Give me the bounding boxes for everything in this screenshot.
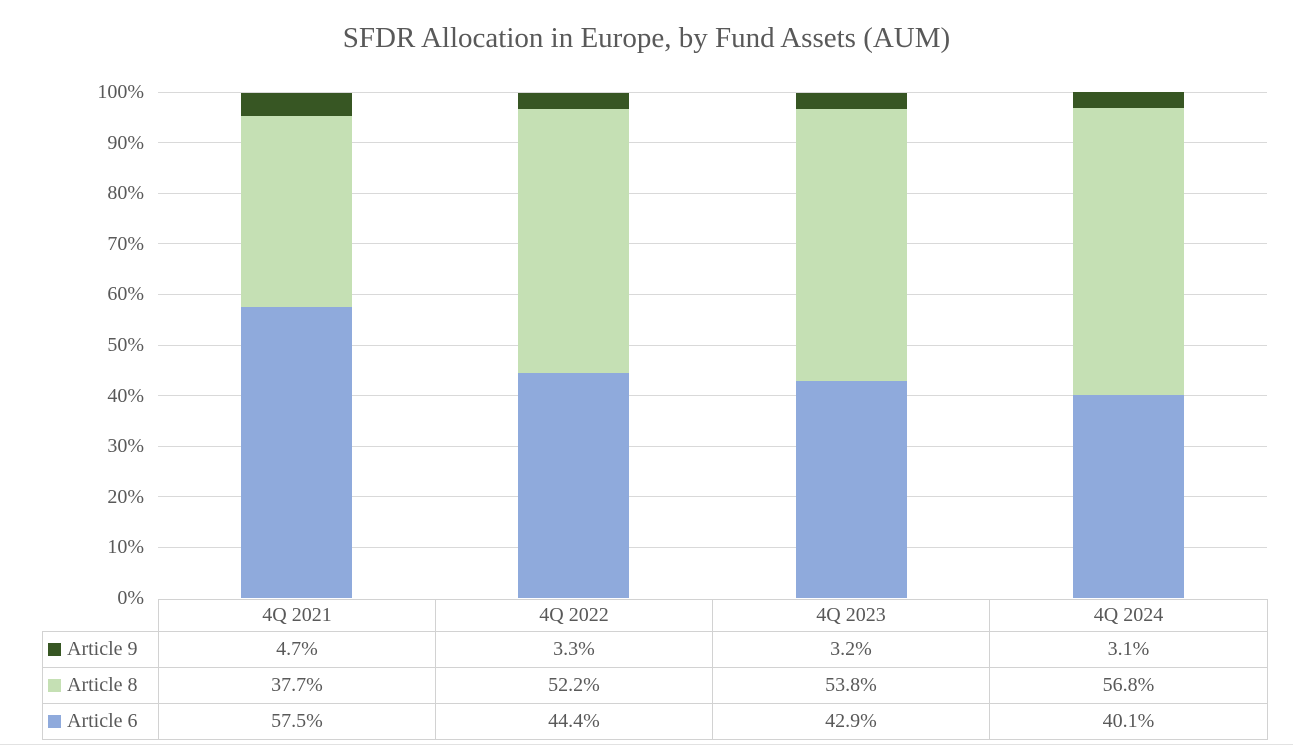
bar-segment-article-6 (241, 307, 353, 598)
y-axis-tick-label: 100% (97, 81, 144, 103)
y-axis-tick-label: 70% (107, 232, 144, 255)
bar-segment-article-8 (241, 116, 353, 308)
table-header-cell: 4Q 2022 (435, 599, 713, 632)
bar-segment-article-8 (795, 108, 907, 381)
table-value-cell: 42.9% (712, 703, 990, 740)
bar-segment-article-8 (1072, 107, 1184, 396)
table-row-article-8: Article 8 37.7% 52.2% 53.8% 56.8% (42, 667, 1268, 704)
y-axis: 0% 10% 20% 30% 40% 50% 60% 70% 80% 90% 100% (0, 82, 144, 608)
bar-segment-article-6 (1072, 395, 1184, 598)
legend-label: Article 9 (67, 638, 138, 660)
gridline (158, 192, 1267, 194)
gridline (158, 445, 1267, 447)
table-value-cell: 40.1% (989, 703, 1268, 740)
legend-swatch-article-6 (48, 715, 61, 728)
table-value-cell: 44.4% (435, 703, 713, 740)
y-axis-tick-label: 90% (107, 131, 144, 154)
gridline (158, 395, 1267, 397)
legend-cell: Article 8 (42, 667, 159, 704)
legend-swatch-article-8 (48, 679, 61, 692)
gridline (158, 91, 1267, 93)
chart-title: SFDR Allocation in Europe, by Fund Asset… (342, 22, 951, 54)
table-value-cell: 37.7% (158, 667, 436, 704)
table-value-cell: 3.1% (989, 631, 1268, 668)
bar-segment-article-9 (795, 92, 907, 109)
bar-segment-article-9 (518, 92, 630, 110)
table-header-cell: 4Q 2021 (158, 599, 436, 632)
legend-cell: Article 6 (42, 703, 159, 740)
y-axis-tick-label: 10% (107, 536, 144, 559)
table-header-cell: 4Q 2023 (712, 599, 990, 632)
y-axis-tick-label: 60% (107, 283, 144, 306)
y-axis-tick-label: 50% (107, 334, 144, 356)
gridline (158, 344, 1267, 346)
table-header-row: 4Q 2021 4Q 2022 4Q 2023 4Q 2024 (43, 599, 1268, 632)
table-value-cell: 3.2% (712, 631, 990, 668)
bar-segment-article-9 (1072, 92, 1184, 108)
chart-bottom-edge (0, 744, 1293, 745)
table-value-cell: 3.3% (435, 631, 713, 668)
gridline (158, 243, 1267, 245)
table-value-cell: 53.8% (712, 667, 990, 704)
gridline (158, 142, 1267, 144)
bar-segment-article-6 (795, 380, 907, 598)
table-value-cell: 57.5% (158, 703, 436, 740)
table-value-cell: 56.8% (989, 667, 1268, 704)
y-axis-tick-label: 80% (107, 182, 144, 205)
legend-label: Article 8 (67, 674, 138, 696)
gridline (158, 496, 1267, 498)
legend-cell: Article 9 (42, 631, 159, 668)
y-axis-tick-label: 20% (107, 485, 144, 508)
table-row-article-6: Article 6 57.5% 44.4% 42.9% 40.1% (42, 703, 1268, 740)
plot-area (158, 91, 1267, 598)
legend-swatch-article-9 (48, 643, 61, 656)
legend-label: Article 6 (67, 710, 138, 732)
table-header-cell: 4Q 2024 (989, 599, 1268, 632)
bar-segment-article-6 (518, 373, 630, 598)
gridline (158, 546, 1267, 548)
y-axis-tick-label: 30% (107, 435, 144, 458)
y-axis-tick-label: 0% (117, 587, 144, 609)
table-corner-cell (43, 600, 159, 632)
bar-segment-article-8 (518, 109, 630, 374)
data-table: 4Q 2021 4Q 2022 4Q 2023 4Q 2024 Article 9 4.7… (42, 599, 1268, 740)
table-value-cell: 52.2% (435, 667, 713, 704)
bar-segment-article-9 (241, 92, 353, 117)
table-value-cell: 4.7% (158, 631, 436, 668)
table-row-article-9: Article 9 4.7% 3.3% 3.2% 3.1% (42, 631, 1268, 668)
gridline (158, 293, 1267, 295)
y-axis-tick-label: 40% (107, 384, 144, 407)
